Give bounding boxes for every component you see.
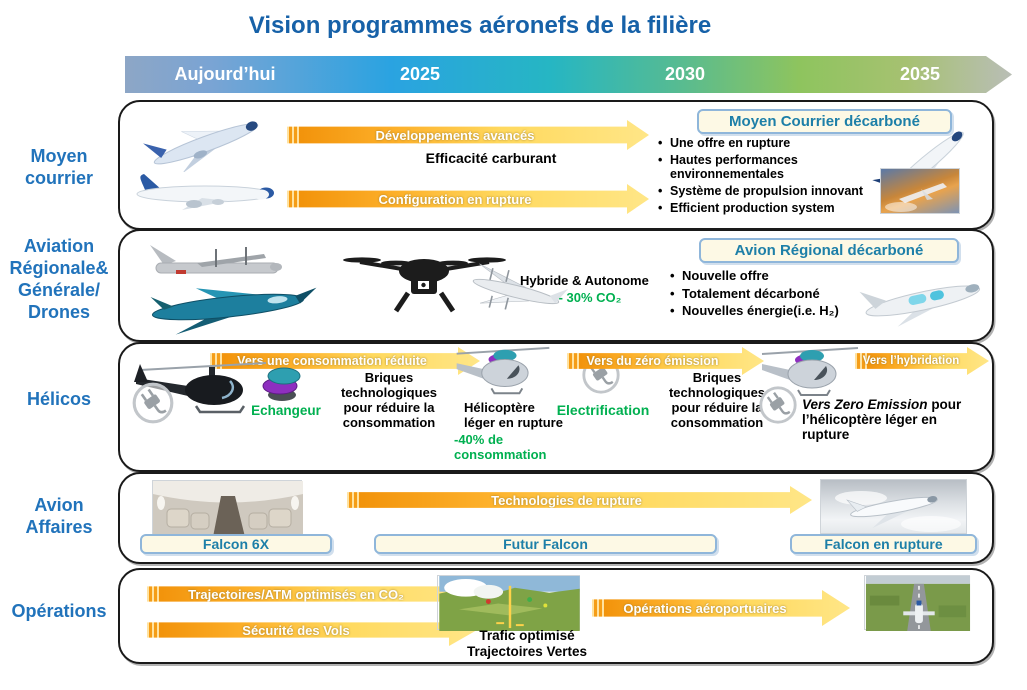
helicopter-black-image xyxy=(126,356,271,418)
row-label-aviation-regionale: Aviation Régionale& Générale/ Drones xyxy=(9,236,109,322)
hybride-autonome-label: Hybride & Autonome xyxy=(520,273,649,288)
zero-emission-lead: Vers Zero Emission xyxy=(802,397,928,412)
briques-technologiques-1: Briques technologiques pour réduire la c… xyxy=(340,370,438,430)
arrow-operations-aeroportuaires: Opérations aéroportuaires xyxy=(592,590,850,626)
row-moyen-courrier: Développements avancés Efficacité carbur… xyxy=(118,100,994,230)
arrow-label: Vers une consommation réduite xyxy=(237,354,427,368)
trafic-optimise-label: Trafic optimisé Trajectoires Vertes xyxy=(466,628,588,660)
arrow-label: Technologies de rupture xyxy=(491,492,642,508)
arrow-label: Opérations aéroportuaires xyxy=(623,600,787,616)
co2-reduction-label: - 30% CO₂ xyxy=(558,290,622,305)
regional-h2-plane-image xyxy=(852,261,992,333)
timeline-label-today: Aujourd’hui xyxy=(174,64,276,84)
tagbox-moyen-courrier-decarbone: Moyen Courrier décarboné xyxy=(697,109,952,134)
tagbox-label: Moyen Courrier décarboné xyxy=(729,113,920,130)
arrow-hybridation: Vers l’hybridation xyxy=(855,347,989,375)
tagbox-label: Futur Falcon xyxy=(503,536,588,552)
tagbox-falcon-en-rupture: Falcon en rupture xyxy=(790,534,977,554)
atr-turboprop-image xyxy=(142,237,312,285)
airport-runway-photo xyxy=(864,575,971,631)
timeline-bar: Aujourd’hui 2025 2030 2035 xyxy=(125,56,1012,93)
row-helicos: Vers une consommation réduite xyxy=(118,342,994,472)
helicopter-hybrid-image xyxy=(754,344,866,402)
electric-plug-icon xyxy=(130,380,176,426)
row-operations: Trajectoires/ATM optimisés en CO₂ Sécuri… xyxy=(118,568,994,664)
row-label-operations: Opérations xyxy=(11,601,107,621)
arrow-securite-vols: Sécurité des Vols xyxy=(147,614,477,646)
bullet-item: Efficient production system xyxy=(657,201,867,215)
arrow-label: Sécurité des Vols xyxy=(242,622,350,638)
timeline-label-2030: 2030 xyxy=(664,64,706,84)
bullet-item: Nouvelle offre xyxy=(669,268,884,284)
row-aviation-regionale: Hybride & Autonome - 30% CO₂ Avion Régio… xyxy=(118,229,994,342)
zero-emission-rest: pour l’hélicoptère léger en rupture xyxy=(802,397,962,442)
aviation-regionale-bullet-list: Nouvelle offre Totalement décarboné Nouv… xyxy=(669,268,884,322)
a321-side-plane-image xyxy=(130,168,280,214)
echangeur-label: Echangeur xyxy=(251,403,321,418)
arrow-label: Développements avancés xyxy=(375,127,535,143)
note-efficacite-carburant: Efficacité carburant xyxy=(425,150,557,166)
helicopter-light-image xyxy=(454,344,552,400)
briques-technologiques-2: Briques technologiques pour réduire la c… xyxy=(668,370,766,430)
green-trajectories-3d-map-image xyxy=(437,575,580,631)
arrow-label: Configuration en rupture xyxy=(378,191,532,207)
moyen-courrier-bullet-list: Une offre en rupture Hautes performances… xyxy=(657,136,867,218)
arrow-label: Vers du zéro émission xyxy=(586,354,719,368)
tagbox-falcon-6x: Falcon 6X xyxy=(140,534,332,554)
timeline-label-2025: 2025 xyxy=(399,64,441,84)
row-label-avion-affaires: Avion Affaires xyxy=(25,495,93,537)
timeline-label-2035: 2035 xyxy=(899,64,941,84)
hybrid-aircraft-image xyxy=(454,261,579,323)
a350-climbing-plane-image xyxy=(138,110,273,172)
bullet-item: Nouvelles énergie(i.e. H₂) xyxy=(669,304,884,319)
arrow-label: Vers l’hybridation xyxy=(862,355,960,367)
bullet-item: Totalement décarboné xyxy=(669,286,884,302)
page-title: Vision programmes aéronefs de la filière xyxy=(248,12,712,39)
falcon-jet-photo xyxy=(820,479,967,534)
electrification-label: Electrification xyxy=(556,402,650,418)
tagbox-futur-falcon: Futur Falcon xyxy=(374,534,717,554)
conso-40-label: -40% de consommation xyxy=(454,432,547,462)
tagbox-avion-regional-decarbone: Avion Régional décarboné xyxy=(699,238,959,263)
tagbox-label: Avion Régional décarboné xyxy=(734,242,924,259)
bullet-item: Une offre en rupture xyxy=(657,136,867,150)
helicoptere-leger-label: Hélicoptère léger en rupture xyxy=(464,400,563,430)
row-label-helicos: Hélicos xyxy=(26,389,92,409)
arrow-label: Trajectoires/ATM optimisés en CO₂ xyxy=(188,586,404,602)
bullet-item: Système de propulsion innovant xyxy=(657,184,867,198)
zero-emission-note: Vers Zero Emission pour l’hélicoptère lé… xyxy=(802,397,982,442)
row-label-moyen-courrier: Moyen courrier xyxy=(24,146,94,188)
arrow-configuration-rupture: Configuration en rupture xyxy=(287,184,649,214)
arrow-developpements-avances: Développements avancés xyxy=(287,120,649,150)
electric-plug-icon xyxy=(757,384,799,426)
drone-image xyxy=(342,249,507,313)
bullet-item: Hautes performances environnementales xyxy=(657,153,867,181)
tagbox-label: Falcon 6X xyxy=(202,536,270,552)
arrow-trajectoires-atm: Trajectoires/ATM optimisés en CO₂ xyxy=(147,578,477,610)
falcon-cabin-photo xyxy=(152,480,303,537)
arrow-technologies-rupture: Technologies de rupture xyxy=(347,486,812,514)
row-avion-affaires: Technologies de rupture Falcon 6X Futur … xyxy=(118,472,994,564)
echangeur-engine-image xyxy=(254,364,312,404)
blue-light-aircraft-image xyxy=(128,277,328,335)
tagbox-label: Falcon en rupture xyxy=(824,536,943,552)
concept-plane-photo xyxy=(880,168,960,214)
